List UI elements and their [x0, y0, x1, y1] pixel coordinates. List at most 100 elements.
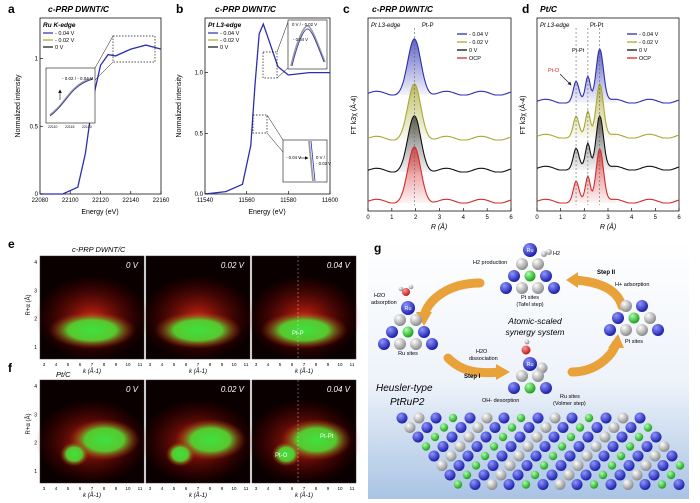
panel-e-ytick-label: 3 [34, 288, 37, 294]
lattice-atom [489, 422, 501, 433]
h2-atom-2 [546, 249, 552, 255]
atom-pt-left-2 [410, 314, 422, 326]
atom-ru-top-5 [548, 282, 560, 294]
atom-ru-right-1 [636, 300, 648, 312]
cluster-bottom: Ru [508, 339, 552, 394]
panel-f-map-green-2-2 [165, 441, 195, 467]
lattice-atom [464, 412, 476, 424]
lattice-atom [648, 469, 660, 481]
lattice-atom [608, 422, 620, 433]
panel-e-ylabel: R+α (Å) [25, 295, 32, 316]
lattice-atom [421, 422, 433, 433]
atom-o-left [402, 288, 410, 296]
g-h2o-adsorption-2: adsorption [371, 300, 397, 306]
panel-e: e c-PRP DWNT/C 0 V 3 4 5 6 7 8 9 10 11 k (Å-1) 0.02… [8, 237, 362, 375]
lattice-atom [396, 412, 408, 424]
panel-f-xtick-label: 6 [79, 486, 82, 491]
panel-e-xtick-label: 11 [350, 362, 355, 367]
atom-ru-left-5 [426, 338, 438, 350]
panel-c-title: c-PRP DWNT/C [372, 4, 434, 14]
panel-b-inset-bottom-label: - 0.04 V [286, 155, 301, 160]
panel-b-zoom-line-1 [276, 21, 289, 53]
lattice-atom [430, 432, 440, 442]
panel-d-series-fill-3 [567, 115, 617, 170]
lattice-atom [666, 470, 676, 480]
legend-d-label-1: - 0.04 V [639, 32, 659, 38]
cycle-arrow-4 [569, 275, 627, 311]
lattice-atom [496, 450, 508, 462]
panel-e-xtick-label: 8 [103, 362, 106, 367]
panel-b-inset-bottom [282, 139, 328, 183]
panel-e-xtick-label: 9 [221, 362, 224, 367]
panel-d-xtick-label: 2 [583, 215, 587, 221]
lattice-atom [617, 412, 629, 424]
panel-a-ylabel: Normalized intensity [15, 74, 22, 138]
atom-ru-left-label: Ru [404, 306, 411, 312]
panel-a-inset-tick-1: 22110 [48, 125, 58, 129]
panel-a-zoom-box [112, 35, 156, 63]
panel-e-xlabel-3: k (Å-1) [295, 368, 313, 375]
panel-e-xtick-label: 8 [315, 362, 318, 367]
g-pt-sites: Pt sites [625, 339, 643, 345]
panel-g: g Ru H2 H2 production Pt sites ( [368, 240, 689, 499]
panel-d-series-1 [536, 47, 680, 104]
panel-d-peak-2: Pt-Pt [572, 48, 585, 54]
panel-a-curve [40, 44, 162, 195]
panel-f-map-label-1: 0 V [126, 385, 139, 394]
lattice-atom [666, 450, 678, 462]
panel-letter-d: d [522, 2, 529, 16]
panel-c-xtick-label: 4 [462, 215, 466, 221]
panel-c-frame [367, 17, 512, 212]
g-h-adsorption: H+ adsorption [615, 282, 649, 288]
panel-c-series-fill-2 [394, 83, 432, 140]
lattice-atom [631, 469, 643, 481]
atom-ru-left-3 [418, 326, 430, 338]
atom-ru-left-2 [386, 326, 398, 338]
g-h2o-dissociation-2: dissociation [469, 356, 498, 362]
panel-c-axis-ticks: 0 1 2 3 4 5 6 [366, 208, 513, 221]
lattice-atom [623, 460, 635, 471]
panel-d-title: Pt/C [540, 4, 558, 14]
panel-d-xtick-label: 0 [535, 215, 539, 221]
panel-e-xtick-label: 10 [231, 362, 237, 367]
panel-e-map-frame-3 [251, 255, 357, 360]
panel-e-ytick-label: 4 [34, 260, 37, 266]
panel-f-annot-2: Pt-Pt [320, 434, 334, 440]
lattice-atom [462, 470, 472, 480]
panel-f-xtick-label: 9 [115, 486, 118, 491]
panel-b-inset-top-label: 0 V / - 0.02 V [292, 22, 317, 27]
legend-b-label-1: - 0.04 V [220, 31, 240, 37]
atom-ru-top-label: Ru [526, 248, 533, 254]
lattice-atom [591, 422, 603, 433]
panel-f-xtick-label: 9 [221, 486, 224, 491]
lattice-atom [564, 450, 576, 462]
panel-d-series-fill-4 [567, 148, 617, 203]
lattice-atom [632, 450, 644, 462]
panel-e-xtick-label: 9 [327, 362, 330, 367]
atom-pt-bottom-3 [532, 370, 544, 382]
cycle-arrow-4-head [566, 272, 578, 288]
atom-pt-right-3 [620, 324, 632, 336]
panel-d-xlabel: R (Å) [600, 222, 616, 231]
panel-e-xtick-label: 7 [197, 362, 200, 367]
panel-b-frame [204, 17, 331, 195]
panel-e-xtick-label: 5 [173, 362, 176, 367]
atom-pt-right-4 [636, 324, 648, 336]
panel-c-series-fill-4 [394, 146, 432, 203]
lattice-atom [421, 442, 431, 451]
cycle-arrow-3-head [608, 334, 624, 348]
lattice-atom [539, 441, 551, 452]
lattice-atom [504, 460, 516, 471]
lattice [396, 412, 685, 490]
panel-e-annot: Pt-P [292, 331, 304, 337]
g-ru-sites: Ru sites [398, 351, 418, 357]
panel-f-ytick-label: 1 [34, 469, 37, 475]
panel-d-xtick-label: 5 [654, 215, 658, 221]
atom-o-bottom [521, 345, 531, 355]
lattice-atom [640, 460, 652, 471]
g-tafel-step: (Tafel step) [516, 302, 543, 308]
h2-atom-1 [541, 251, 547, 257]
panel-a-ytick-label: 1 [35, 57, 39, 63]
lattice-atom [557, 422, 569, 433]
panel-b-xtick-label: 11560 [239, 198, 256, 204]
